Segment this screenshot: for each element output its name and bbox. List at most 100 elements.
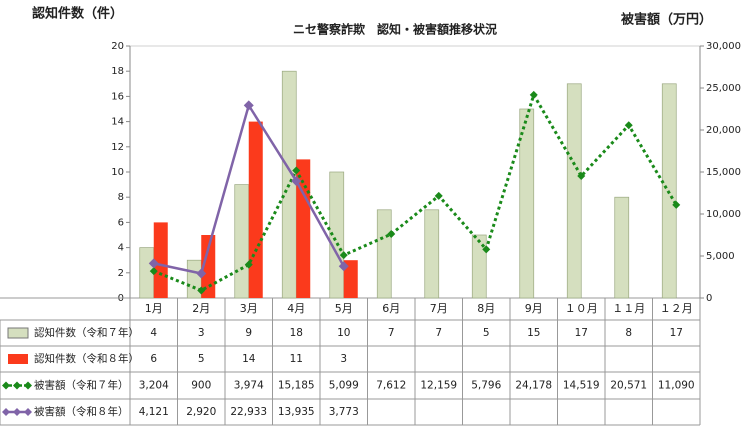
table-cell: 11 <box>290 353 303 365</box>
x-tick-label: 8月 <box>477 302 495 315</box>
table-cell: 3,974 <box>234 380 264 392</box>
table-cell: 9 <box>245 327 252 339</box>
bar <box>153 222 168 298</box>
table-cell: 13,935 <box>278 406 315 418</box>
table-cell: 2,920 <box>186 406 216 418</box>
legend-swatch <box>8 354 28 364</box>
bar <box>343 260 358 298</box>
table-cell: 17 <box>670 327 683 339</box>
x-tick-label: 9月 <box>525 302 543 315</box>
legend-label: 被害額（令和７年） <box>34 379 129 392</box>
bar <box>234 184 250 299</box>
point <box>291 175 302 186</box>
table-cell: 12,159 <box>420 380 457 392</box>
point <box>577 172 586 181</box>
bar <box>519 108 535 299</box>
table-cell: 3 <box>198 327 205 339</box>
x-tick-label: 7月 <box>430 302 448 315</box>
y-tick-label: 18 <box>111 66 124 77</box>
table-cell: 5 <box>198 353 205 365</box>
y-tick-label: 16 <box>111 91 124 102</box>
point <box>529 90 538 99</box>
table-cell: 7 <box>388 327 395 339</box>
x-tick-label: 5月 <box>335 302 353 315</box>
point <box>339 251 348 260</box>
table-cell: 15,185 <box>278 380 315 392</box>
point <box>243 100 254 111</box>
y2-tick-label: 15,000 <box>706 167 741 178</box>
legend-label: 認知件数（令和８年） <box>34 352 139 365</box>
y-tick-label: 10 <box>111 167 124 178</box>
y2-tick-label: 5,000 <box>706 251 735 262</box>
table-cell: 3,204 <box>139 380 169 392</box>
legend-marker <box>24 381 32 390</box>
table-cell: 5 <box>483 327 490 339</box>
bar <box>566 83 582 299</box>
bar <box>201 235 216 298</box>
point <box>672 200 681 209</box>
table-cell: 15 <box>527 327 540 339</box>
line <box>153 91 678 293</box>
point <box>482 245 491 254</box>
bar <box>376 209 392 299</box>
bar <box>248 121 263 298</box>
table-cell: 14 <box>242 353 256 365</box>
bar <box>424 209 440 299</box>
point <box>148 258 159 269</box>
point <box>197 286 206 295</box>
legend-label: 被害額（令和８年） <box>34 405 129 418</box>
table-cell: 3 <box>340 353 347 365</box>
x-tick-label: １２月 <box>660 302 693 315</box>
bar <box>614 196 630 299</box>
table-cell: 14,519 <box>563 380 600 392</box>
table-cell: 3,773 <box>329 406 359 418</box>
point <box>244 260 253 269</box>
chart-title: ニセ警察詐欺 認知・被害額推移状況 <box>293 22 497 37</box>
x-tick-label: 6月 <box>382 302 400 315</box>
y2-tick-label: 25,000 <box>706 83 741 94</box>
table-cell: 900 <box>191 380 211 392</box>
y-tick-label: 6 <box>118 217 124 228</box>
point <box>338 261 349 272</box>
point <box>387 230 396 239</box>
table-cell: 11,090 <box>658 380 695 392</box>
y2-tick-label: 10,000 <box>706 209 741 220</box>
y2-tick-label: 20,000 <box>706 125 741 136</box>
x-tick-label: 1月 <box>145 302 163 315</box>
y2-tick-label: 30,000 <box>706 41 741 52</box>
x-tick-label: １１月 <box>612 302 645 315</box>
table-cell: 7,612 <box>376 380 406 392</box>
legend-marker <box>2 381 10 390</box>
point <box>292 166 301 175</box>
bar <box>471 234 487 299</box>
point <box>149 267 158 276</box>
y-tick-label: 2 <box>118 268 124 279</box>
x-tick-label: 2月 <box>192 302 210 315</box>
bar <box>296 159 311 298</box>
y2-axis-label: 被害額（万円） <box>620 12 712 28</box>
table-cell: 17 <box>575 327 588 339</box>
y2-tick-label: 0 <box>706 293 712 304</box>
y-tick-label: 8 <box>118 192 124 203</box>
table-cell: 5,099 <box>329 380 359 392</box>
legend-marker <box>13 381 21 390</box>
point <box>434 191 443 200</box>
table-cell: 10 <box>337 327 350 339</box>
legend-marker <box>2 408 10 416</box>
x-tick-label: 3月 <box>240 302 258 315</box>
table-cell: 5,796 <box>471 380 501 392</box>
legend-label: 認知件数（令和７年） <box>34 326 139 339</box>
point <box>196 268 207 279</box>
table-cell: 4,121 <box>139 406 169 418</box>
table-cell: 8 <box>625 327 632 339</box>
x-tick-label: １０月 <box>565 302 598 315</box>
y-tick-label: 20 <box>111 41 124 52</box>
bar <box>281 70 297 299</box>
table-cell: 24,178 <box>515 380 552 392</box>
table-cell: 20,571 <box>610 380 647 392</box>
table-cell: 7 <box>435 327 442 339</box>
table-cell: 6 <box>150 353 157 365</box>
table-cell: 18 <box>290 327 303 339</box>
y-tick-label: 14 <box>111 117 124 128</box>
